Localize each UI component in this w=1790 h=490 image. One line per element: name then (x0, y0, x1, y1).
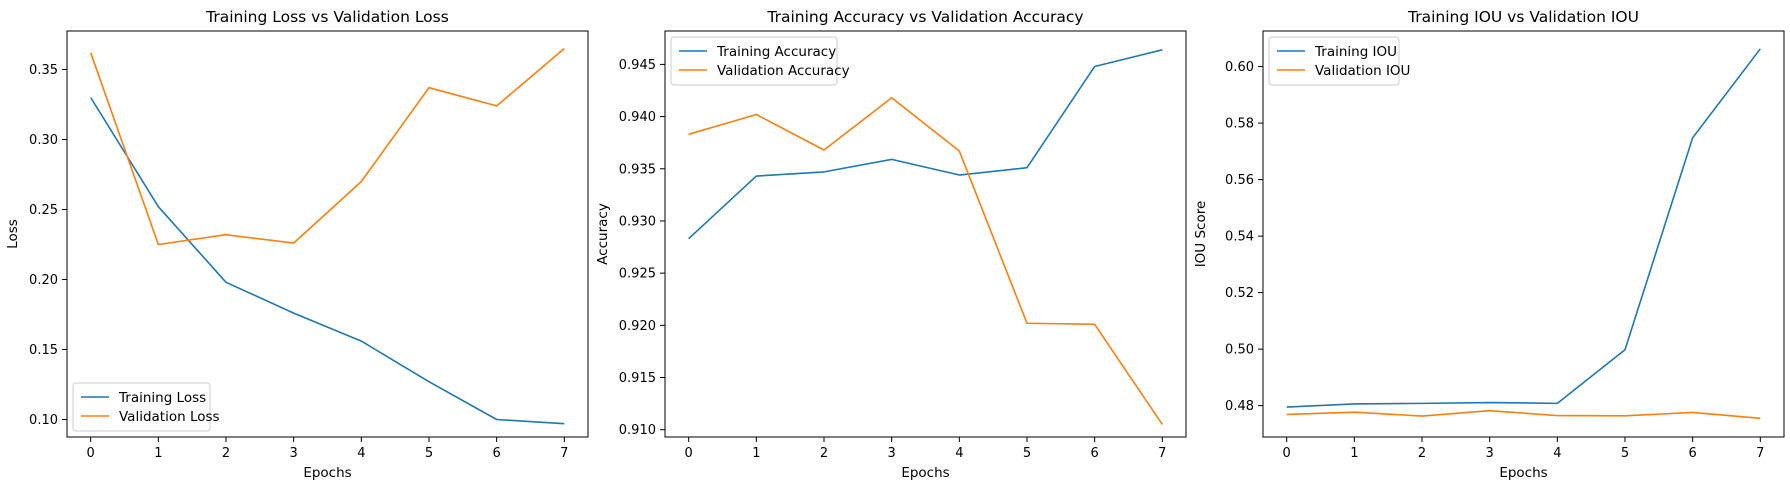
x-tick-label: 1 (752, 446, 760, 461)
chart-title: Training Accuracy vs Validation Accuracy (766, 8, 1083, 26)
x-tick-label: 0 (87, 446, 95, 461)
y-tick-label: 0.50 (1225, 343, 1254, 358)
legend-box (1268, 36, 1400, 86)
y-tick-label: 0.20 (29, 273, 58, 288)
y-tick-label: 0.54 (1225, 230, 1254, 245)
x-tick-label: 7 (1756, 446, 1764, 461)
legend-label: Validation Loss (119, 409, 220, 425)
x-tick-label: 2 (820, 446, 828, 461)
series-line-validation (688, 97, 1163, 425)
legend: Training IOU Validation IOU (1268, 36, 1410, 86)
x-tick-label: 4 (1553, 446, 1561, 461)
y-axis-label: IOU Score (1193, 201, 1209, 268)
y-tick-label: 0.15 (29, 343, 58, 358)
y-tick-label: 0.935 (619, 162, 656, 177)
x-tick-label: 5 (425, 446, 433, 461)
y-tick-label: 0.920 (619, 319, 656, 334)
x-tick-label: 6 (493, 446, 501, 461)
x-tick-label: 6 (1091, 446, 1099, 461)
legend-label: Training IOU (1314, 44, 1397, 60)
x-tick-label: 0 (1283, 446, 1291, 461)
legend-label: Training Loss (118, 390, 206, 406)
y-tick-label: 0.52 (1225, 286, 1254, 301)
y-tick-label: 0.30 (29, 133, 58, 148)
x-tick-label: 4 (357, 446, 365, 461)
x-tick-label: 3 (1486, 446, 1494, 461)
plot-area (664, 30, 1187, 438)
chart-title: Training IOU vs Validation IOU (1407, 8, 1639, 26)
legend: Training Accuracy Validation Accuracy (670, 36, 850, 86)
y-tick-label: 0.940 (619, 110, 656, 125)
y-tick-label: 0.915 (619, 371, 656, 386)
y-tick-label: 0.945 (619, 58, 656, 73)
y-tick-label: 0.925 (619, 267, 656, 282)
y-tick-label: 0.48 (1225, 399, 1254, 414)
x-tick-label: 7 (560, 446, 568, 461)
x-tick-label: 3 (888, 446, 896, 461)
series-line-training (688, 49, 1163, 240)
y-tick-label: 0.25 (29, 203, 58, 218)
series-line-validation (1286, 409, 1761, 420)
x-axis-label: Epochs (303, 465, 351, 481)
x-tick-label: 5 (1621, 446, 1629, 461)
x-tick-label: 4 (955, 446, 963, 461)
chart-panel-3: Training IOU vs Validation IOU 0 1 2 3 4 5 6 7 0.… (1193, 8, 1785, 481)
plot-area (66, 30, 589, 438)
x-tick-label: 1 (1350, 446, 1358, 461)
series-line-training (1286, 48, 1761, 408)
legend-label: Validation IOU (1315, 63, 1410, 79)
series-line-training (89, 97, 565, 425)
y-tick-label: 0.10 (29, 413, 58, 428)
x-tick-label: 0 (685, 446, 693, 461)
x-tick-label: 1 (154, 446, 162, 461)
chart-panel-2: Training Accuracy vs Validation Accuracy… (595, 8, 1187, 481)
y-tick-label: 0.35 (29, 63, 58, 78)
x-axis-label: Epochs (901, 465, 949, 481)
y-tick-label: 0.930 (619, 214, 656, 229)
y-tick-label: 0.56 (1225, 173, 1254, 188)
legend-label: Validation Accuracy (717, 63, 850, 79)
x-tick-label: 2 (222, 446, 230, 461)
legend-box (72, 382, 211, 432)
legend: Training Loss Validation Loss (72, 382, 220, 432)
plot-area (1262, 30, 1785, 438)
x-tick-label: 6 (1689, 446, 1697, 461)
x-tick-label: 7 (1158, 446, 1166, 461)
y-tick-label: 0.910 (619, 423, 656, 438)
x-tick-label: 2 (1418, 446, 1426, 461)
x-axis-label: Epochs (1499, 465, 1547, 481)
legend-box (670, 36, 838, 86)
series-line-validation (89, 47, 565, 246)
chart-title: Training Loss vs Validation Loss (205, 8, 449, 26)
chart-panel-1: Training Loss vs Validation Loss 0 1 2 3 4 5 6 7… (5, 8, 589, 481)
x-tick-label: 3 (290, 446, 298, 461)
y-axis-label: Accuracy (595, 203, 611, 265)
legend-label: Training Accuracy (716, 44, 836, 60)
y-tick-label: 0.60 (1225, 60, 1254, 75)
y-axis-label: Loss (5, 219, 21, 249)
x-tick-label: 5 (1023, 446, 1031, 461)
y-tick-label: 0.58 (1225, 117, 1254, 132)
